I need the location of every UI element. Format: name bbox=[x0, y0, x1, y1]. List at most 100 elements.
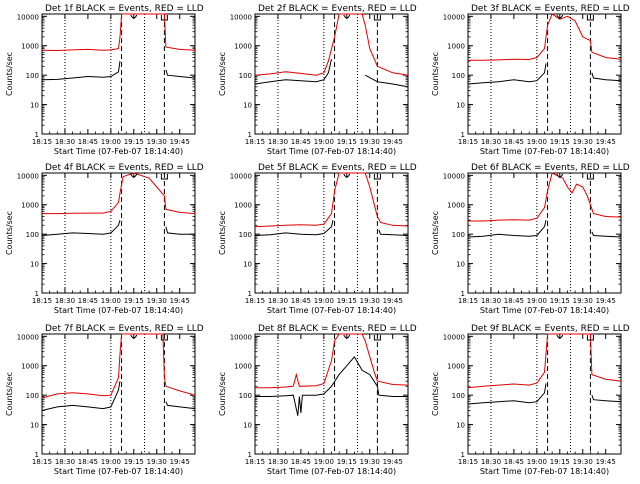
x-tick-label: 19:15 bbox=[124, 297, 144, 305]
y-tick-label: 10 bbox=[456, 102, 465, 110]
x-tick-label: 19:30 bbox=[360, 458, 380, 466]
x-tick-label: 18:30 bbox=[55, 458, 75, 466]
x-tick-label: 19:15 bbox=[550, 458, 570, 466]
series-line-lld bbox=[255, 333, 409, 389]
chart-title: Det 9f BLACK = Events, RED = LLD bbox=[471, 324, 630, 334]
x-tick-label: 18:30 bbox=[268, 138, 288, 146]
y-tick-label: 1000 bbox=[234, 202, 252, 210]
u-marker-icon bbox=[586, 174, 594, 180]
x-axis-label: Start Time (07-Feb-07 18:14:40) bbox=[480, 147, 609, 156]
y-tick-label: 1 bbox=[248, 131, 252, 139]
s-marker-icon bbox=[556, 173, 564, 178]
x-tick-label: 19:00 bbox=[314, 458, 334, 466]
x-tick-label: 18:45 bbox=[504, 138, 524, 146]
chart-title: Det 5f BLACK = Events, RED = LLD bbox=[258, 163, 417, 173]
y-tick-label: 10 bbox=[30, 261, 39, 269]
chart-title: Det 1f BLACK = Events, RED = LLD bbox=[45, 4, 204, 14]
series-line-lld bbox=[467, 333, 622, 389]
x-tick-label: 18:15 bbox=[245, 458, 265, 466]
y-tick-label: 100 bbox=[452, 72, 465, 80]
x-tick-label: 19:30 bbox=[360, 297, 380, 305]
s-marker-icon bbox=[130, 334, 138, 339]
x-tick-label: 19:45 bbox=[170, 297, 190, 305]
x-tick-label: 18:45 bbox=[291, 297, 311, 305]
series-line-lld bbox=[254, 13, 409, 76]
x-tick-label: 18:30 bbox=[481, 138, 501, 146]
chart-title: Det 4f BLACK = Events, RED = LLD bbox=[45, 163, 204, 173]
x-tick-label: 18:30 bbox=[55, 138, 75, 146]
y-axis-label: Counts/sec bbox=[431, 52, 440, 96]
x-tick-label: 19:00 bbox=[101, 458, 121, 466]
x-axis-label: Start Time (07-Feb-07 18:14:40) bbox=[267, 467, 396, 476]
x-tick-label: 19:15 bbox=[337, 138, 357, 146]
y-tick-label: 1 bbox=[461, 451, 465, 459]
chart-panel-1f: Det 1f BLACK = Events, RED = LLD Counts/s… bbox=[5, 4, 204, 156]
y-tick-label: 1000 bbox=[234, 43, 252, 51]
x-axis-label: Start Time (07-Feb-07 18:14:40) bbox=[480, 306, 609, 315]
chart-panel-5f: Det 5f BLACK = Events, RED = LLD Counts/s… bbox=[218, 163, 417, 315]
x-tick-label: 18:45 bbox=[504, 458, 524, 466]
y-axis-label: Counts/sec bbox=[218, 211, 227, 255]
x-axis-label: Start Time (07-Feb-07 18:14:40) bbox=[54, 306, 183, 315]
y-tick-label: 100 bbox=[26, 72, 39, 80]
u-marker-icon bbox=[160, 335, 168, 341]
x-tick-label: 18:30 bbox=[481, 458, 501, 466]
x-axis-label: Start Time (07-Feb-07 18:14:40) bbox=[54, 147, 183, 156]
y-tick-label: 100 bbox=[26, 231, 39, 239]
chart-panel-4f: Det 4f BLACK = Events, RED = LLD Counts/s… bbox=[5, 163, 204, 315]
series-line-events bbox=[41, 219, 195, 236]
y-tick-label: 100 bbox=[239, 392, 252, 400]
s-marker-icon bbox=[343, 173, 351, 178]
y-tick-label: 10000 bbox=[17, 172, 39, 180]
chart-panel-7f: Det 7f BLACK = Events, RED = LLD Counts/s… bbox=[5, 324, 204, 476]
y-axis-label: Counts/sec bbox=[431, 211, 440, 255]
x-tick-label: 19:00 bbox=[101, 297, 121, 305]
y-tick-label: 10 bbox=[243, 102, 252, 110]
series-line-events bbox=[467, 383, 622, 405]
x-tick-label: 18:15 bbox=[245, 138, 265, 146]
y-tick-label: 10000 bbox=[17, 13, 39, 21]
series-line-events bbox=[254, 219, 409, 236]
x-tick-label: 19:15 bbox=[124, 138, 144, 146]
y-tick-label: 1000 bbox=[447, 43, 465, 51]
x-tick-label: 19:15 bbox=[337, 458, 357, 466]
x-tick-label: 19:30 bbox=[573, 297, 593, 305]
x-tick-label: 18:15 bbox=[245, 297, 265, 305]
series-line-events bbox=[467, 63, 622, 85]
y-tick-label: 100 bbox=[452, 392, 465, 400]
chart-title: Det 6f BLACK = Events, RED = LLD bbox=[471, 163, 630, 173]
y-axis-label: Counts/sec bbox=[431, 372, 440, 416]
series-line-lld bbox=[41, 13, 196, 52]
series-line-events bbox=[41, 381, 196, 411]
y-tick-label: 10000 bbox=[230, 13, 252, 21]
u-marker-icon bbox=[373, 15, 381, 21]
series-line-events bbox=[254, 59, 409, 88]
y-axis-label: Counts/sec bbox=[5, 372, 14, 416]
x-tick-label: 19:30 bbox=[360, 138, 380, 146]
x-axis-label: Start Time (07-Feb-07 18:14:40) bbox=[480, 467, 609, 476]
chart-panel-9f: Det 9f BLACK = Events, RED = LLD Counts/s… bbox=[431, 324, 630, 476]
y-tick-label: 10000 bbox=[17, 333, 39, 341]
chart-title: Det 3f BLACK = Events, RED = LLD bbox=[471, 4, 630, 14]
x-tick-label: 19:30 bbox=[573, 138, 593, 146]
y-tick-label: 10 bbox=[456, 422, 465, 430]
y-tick-label: 10000 bbox=[443, 333, 465, 341]
chart-panel-6f: Det 6f BLACK = Events, RED = LLD Counts/s… bbox=[431, 163, 630, 315]
x-tick-label: 19:15 bbox=[337, 297, 357, 305]
y-tick-label: 1 bbox=[461, 131, 465, 139]
x-tick-label: 18:45 bbox=[291, 458, 311, 466]
y-tick-label: 1 bbox=[461, 290, 465, 298]
x-tick-label: 19:45 bbox=[383, 138, 403, 146]
x-axis-label: Start Time (07-Feb-07 18:14:40) bbox=[267, 306, 396, 315]
s-marker-icon bbox=[556, 334, 564, 339]
s-marker-icon bbox=[343, 14, 351, 19]
x-tick-label: 18:45 bbox=[504, 297, 524, 305]
x-tick-label: 19:45 bbox=[596, 458, 616, 466]
chart-panel-2f: Det 2f BLACK = Events, RED = LLD Counts/s… bbox=[218, 4, 417, 156]
y-tick-label: 10 bbox=[30, 422, 39, 430]
x-tick-label: 18:30 bbox=[481, 297, 501, 305]
y-tick-label: 10000 bbox=[230, 333, 252, 341]
x-tick-label: 18:30 bbox=[268, 297, 288, 305]
x-tick-label: 19:45 bbox=[383, 297, 403, 305]
x-tick-label: 19:30 bbox=[147, 458, 167, 466]
